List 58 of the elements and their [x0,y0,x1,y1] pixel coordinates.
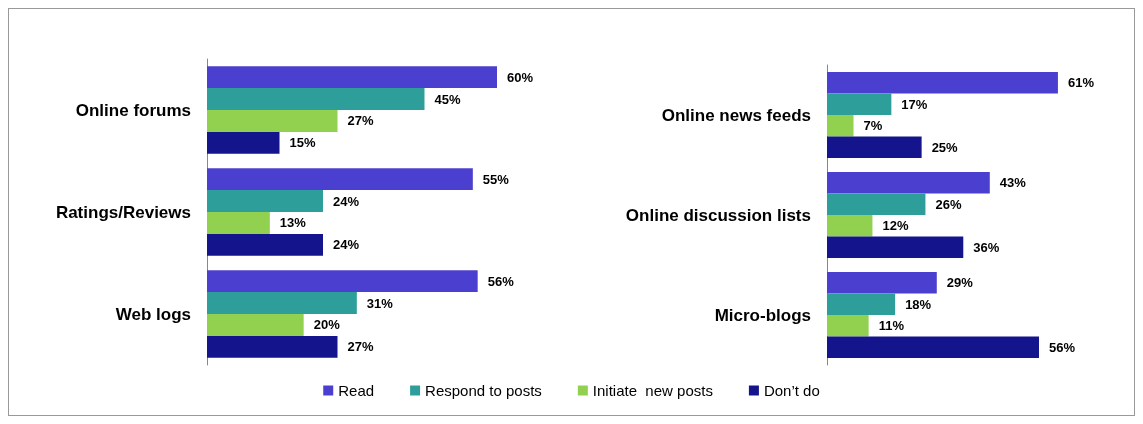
data-label: 27% [347,113,374,129]
data-label: 13% [279,215,307,231]
bar [207,212,270,234]
data-label: 61% [1067,75,1095,91]
data-label: 7% [863,118,883,134]
bar [207,233,323,256]
data-label: 24% [333,193,360,209]
bar [827,293,896,315]
legend-label: Don’t do [763,382,820,399]
bar [827,272,937,294]
bar [207,131,280,154]
bar [827,336,1039,358]
data-label: 24% [333,237,360,253]
bar [827,93,892,115]
bar [827,315,869,337]
bar [207,335,338,358]
bar [827,172,990,194]
y-tick-label: Ratings/Reviews [55,202,191,222]
data-label: 27% [347,339,374,355]
data-label: 11% [878,318,905,334]
bar [207,66,497,89]
y-tick-label: Online news feeds [661,105,811,125]
data-label: 12% [882,218,909,234]
bar [827,215,873,237]
bar [827,72,1058,94]
bar [207,314,304,336]
bar [207,168,473,191]
data-label: 17% [901,96,928,112]
bar [827,236,964,258]
y-tick-label: Online discussion lists [625,205,811,225]
bar [207,88,425,110]
y-tick-label: Micro-blogs [714,305,811,325]
data-label: 56% [1049,339,1076,355]
data-label: 29% [946,275,974,291]
legend-label: Initiate new posts [592,382,713,399]
data-label: 56% [487,273,515,289]
bar [827,115,854,137]
data-label: 55% [482,171,510,187]
data-label: 18% [905,296,932,312]
bar [827,136,922,158]
legend-label: Respond to posts [425,382,542,399]
bar [207,110,338,132]
data-label: 31% [366,295,394,311]
y-tick-label: Online forums [75,100,191,120]
bar [207,190,323,212]
data-label: 45% [434,91,461,107]
data-label: 36% [973,239,1000,255]
data-label: 20% [313,317,341,333]
y-tick-label: Web logs [115,304,191,324]
legend-label: Read [338,382,375,399]
bar [827,193,926,215]
data-label: 26% [935,196,962,212]
data-label: 60% [507,69,534,85]
data-label: 25% [931,139,959,155]
data-label: 15% [289,135,316,151]
bar [207,270,478,293]
data-label: 43% [999,175,1027,191]
bar [207,292,357,314]
